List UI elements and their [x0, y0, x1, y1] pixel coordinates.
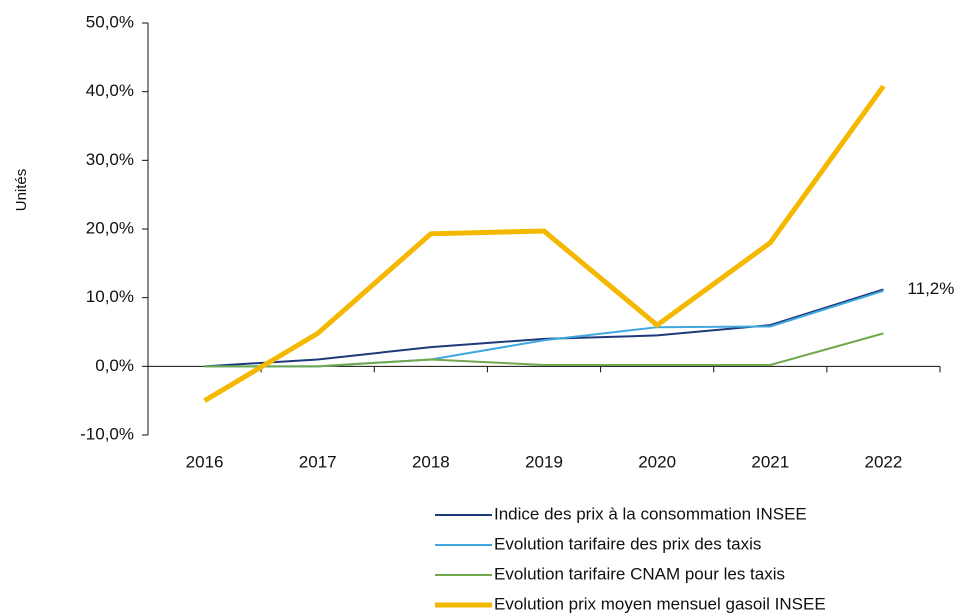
legend-label: Indice des prix à la consommation INSEE	[494, 504, 807, 523]
series-line	[204, 288, 884, 368]
x-tick-label: 2022	[865, 452, 903, 471]
legend-label: Evolution prix moyen mensuel gasoil INSE…	[494, 594, 826, 613]
y-axis-label: Unités	[13, 169, 30, 212]
y-tick-label: -10,0%	[80, 424, 134, 443]
data-label: 11,2%	[907, 279, 954, 298]
x-tick-label: 2019	[525, 452, 563, 471]
x-tick-label: 2016	[186, 452, 224, 471]
x-tick-label: 2017	[299, 452, 337, 471]
series-line	[204, 289, 884, 368]
x-tick-label: 2021	[751, 452, 789, 471]
legend-label: Evolution tarifaire des prix des taxis	[494, 534, 761, 553]
x-tick-label: 2018	[412, 452, 450, 471]
legend-label: Evolution tarifaire CNAM pour les taxis	[494, 564, 785, 583]
series-line	[204, 332, 884, 368]
y-tick-label: 50,0%	[86, 12, 134, 31]
y-tick-label: 0,0%	[95, 356, 134, 375]
y-tick-label: 40,0%	[86, 81, 134, 100]
y-tick-label: 20,0%	[86, 218, 134, 237]
y-tick-label: 30,0%	[86, 150, 134, 169]
y-tick-label: 10,0%	[86, 287, 134, 306]
x-tick-label: 2020	[638, 452, 676, 471]
series-line	[203, 84, 886, 403]
